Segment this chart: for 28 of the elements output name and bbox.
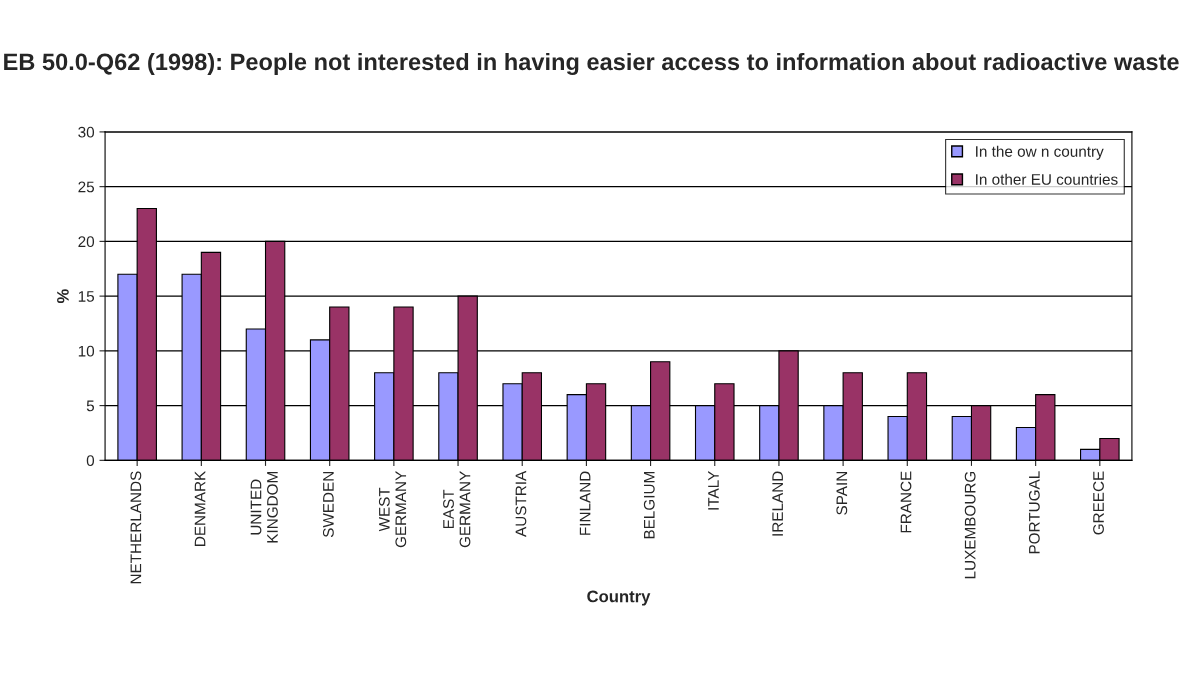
x-tick-label: GREECE xyxy=(1093,471,1104,535)
x-tick-label: ITALY xyxy=(708,471,719,510)
y-tick-label: 0 xyxy=(86,455,95,467)
x-tick-label: IRELAND xyxy=(772,471,783,536)
legend-label: In the ow n country xyxy=(976,145,1104,160)
y-tick-label: 30 xyxy=(78,126,95,138)
y-tick-label: 25 xyxy=(78,181,95,193)
legend-label: In other EU countries xyxy=(976,173,1118,185)
x-tick-label: FINLAND xyxy=(579,471,591,535)
y-axis-title: % xyxy=(57,289,69,304)
x-tick-label: SPAIN xyxy=(836,472,848,515)
x-tick-label: WEST GERMANY xyxy=(378,471,407,548)
x-axis-title: Country xyxy=(587,590,651,606)
x-tick-label: FRANCE xyxy=(900,471,912,533)
chart-title: EB 50.0-Q62 (1998): People not interested in having easier access to information about radioactive waste xyxy=(4,52,1179,75)
y-tick-label: 20 xyxy=(78,236,95,248)
x-tick-label: SWEDEN xyxy=(322,472,334,538)
x-tick-label: BELGIUM xyxy=(643,472,655,539)
x-tick-label: LUXEMBOURG xyxy=(964,471,976,579)
x-tick-label: AUSTRIA xyxy=(515,470,527,537)
y-tick-label: 10 xyxy=(78,345,95,357)
y-tick-label: 5 xyxy=(86,400,95,412)
x-tick-label: EAST GERMANY xyxy=(443,471,471,548)
x-tick-label: DENMARK xyxy=(194,470,206,546)
x-tick-label: PORTUGAL xyxy=(1028,471,1040,554)
x-tick-label: NETHERLANDS xyxy=(130,471,142,584)
x-tick-label: UNITED KINGDOM xyxy=(250,472,278,543)
y-tick-label: 15 xyxy=(78,291,95,302)
